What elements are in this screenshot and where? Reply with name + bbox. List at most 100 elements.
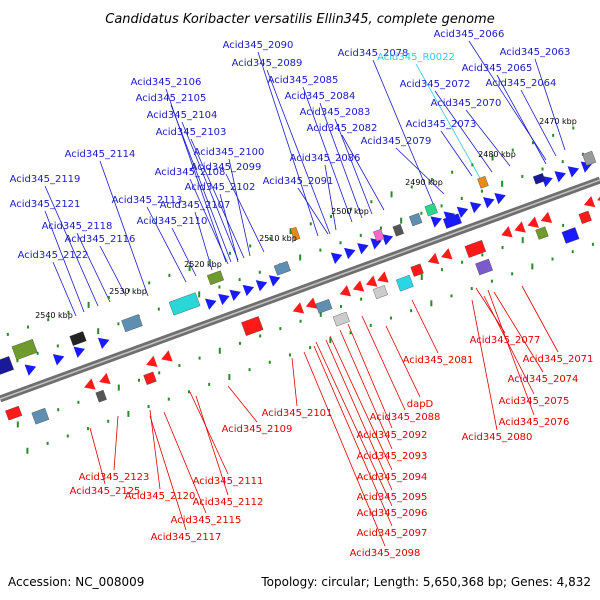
tick-mark [350, 207, 353, 211]
tick-mark [501, 246, 504, 250]
leader-line [266, 69, 331, 235]
gene-label: Acid345_2088 [370, 412, 441, 423]
forward-gene-arrow [469, 201, 482, 214]
tick-mark [309, 346, 312, 350]
tick-mark [491, 154, 494, 161]
gene-box [392, 223, 404, 237]
tick-mark [218, 285, 221, 289]
leader-line [411, 299, 439, 354]
tick-mark [86, 427, 89, 431]
gene-label: Acid345_2106 [131, 77, 202, 88]
leader-line [521, 285, 559, 353]
gene-label: dapD [407, 399, 434, 410]
gene-label: Acid345_2065 [462, 63, 533, 74]
tick-mark [369, 323, 372, 327]
kbp-tick-label: 2480 kbp [478, 150, 516, 159]
tick-mark [561, 160, 564, 164]
gene-label: Acid345_2077 [470, 335, 541, 346]
tick-mark [339, 304, 342, 308]
tick-mark [26, 447, 29, 454]
forward-gene-arrow [483, 197, 495, 209]
reverse-gene-arrow [514, 221, 526, 233]
forward-gene-arrow [242, 284, 255, 297]
tick-mark [107, 419, 110, 423]
leader-line [190, 138, 245, 259]
leader-line [385, 325, 421, 398]
leader-line [146, 206, 187, 283]
gene-label: Acid345_2109 [222, 424, 293, 435]
gene-box [532, 173, 546, 185]
kbp-tick-label: 2540 kbp [35, 311, 73, 320]
leader-line [99, 160, 149, 297]
leader-line [303, 351, 386, 547]
tick-mark [268, 360, 271, 364]
gene-box [168, 292, 201, 316]
gene-box [424, 203, 438, 217]
accession-text: Accession: NC_008009 [8, 575, 144, 589]
gene-label: Acid345_2089 [232, 58, 303, 69]
axis-highlight [0, 179, 600, 400]
gene-label: Acid345_2084 [285, 91, 356, 102]
leader-line [415, 63, 481, 179]
forward-gene-arrow [73, 346, 85, 358]
leader-line [325, 339, 393, 491]
tick-mark [36, 351, 39, 355]
leader-line [324, 164, 337, 231]
leader-line [434, 90, 493, 173]
leader-line [297, 187, 329, 235]
tick-mark [67, 310, 70, 314]
leader-line [227, 385, 258, 423]
tick-mark [66, 434, 69, 438]
tick-mark [198, 291, 201, 298]
reverse-gene-arrow [583, 195, 596, 208]
tick-mark [187, 390, 190, 394]
tick-mark [410, 185, 413, 189]
gene-label: Acid345_2083 [300, 107, 371, 118]
tick-mark [339, 241, 342, 245]
gene-label: Acid345_2104 [147, 110, 218, 121]
forward-gene-arrow [567, 166, 580, 178]
gene-label: Acid345_2107 [160, 200, 231, 211]
tick-mark [208, 382, 211, 386]
leader-line [319, 102, 363, 219]
gene-box [31, 407, 50, 425]
tick-mark [521, 237, 524, 244]
tick-mark [46, 441, 49, 445]
gene-box [290, 226, 301, 241]
tick-mark [379, 226, 382, 230]
tick-mark [430, 300, 433, 307]
reverse-gene-arrow [292, 302, 305, 314]
tick-mark [6, 332, 9, 336]
gene-box [561, 227, 580, 244]
tick-mark [178, 363, 181, 367]
tick-mark [218, 347, 221, 354]
gene-label: Acid345_2095 [357, 492, 428, 503]
tick-mark [440, 268, 443, 272]
gene-label: Acid345_2099 [191, 162, 262, 173]
tick-mark [288, 353, 291, 357]
tick-mark [470, 287, 473, 291]
tick-mark [248, 368, 251, 372]
leader-line [334, 118, 373, 215]
forward-gene-arrow [255, 280, 268, 292]
leader-line [465, 109, 511, 167]
reverse-gene-arrow [501, 226, 513, 238]
forward-gene-arrow [205, 298, 217, 310]
tick-mark [258, 270, 261, 274]
gene-label: Acid345_2110 [137, 216, 208, 227]
gene-label: Acid345_2070 [431, 98, 502, 109]
tick-mark [259, 334, 262, 338]
reverse-gene-arrow [352, 280, 365, 292]
tick-mark [238, 341, 241, 345]
leader-line [341, 134, 385, 211]
kbp-tick-label: 2530 kbp [109, 287, 147, 296]
gene-glyphs [0, 150, 600, 425]
tick-mark [531, 263, 534, 270]
leader-line [496, 74, 547, 165]
gene-label: Acid345_2076 [499, 417, 570, 428]
leader-line [483, 295, 535, 395]
forward-gene-arrow [218, 293, 230, 306]
reverse-gene-arrow [99, 372, 111, 385]
tick-mark [481, 253, 484, 257]
gene-label: Acid345_2100 [194, 147, 265, 158]
